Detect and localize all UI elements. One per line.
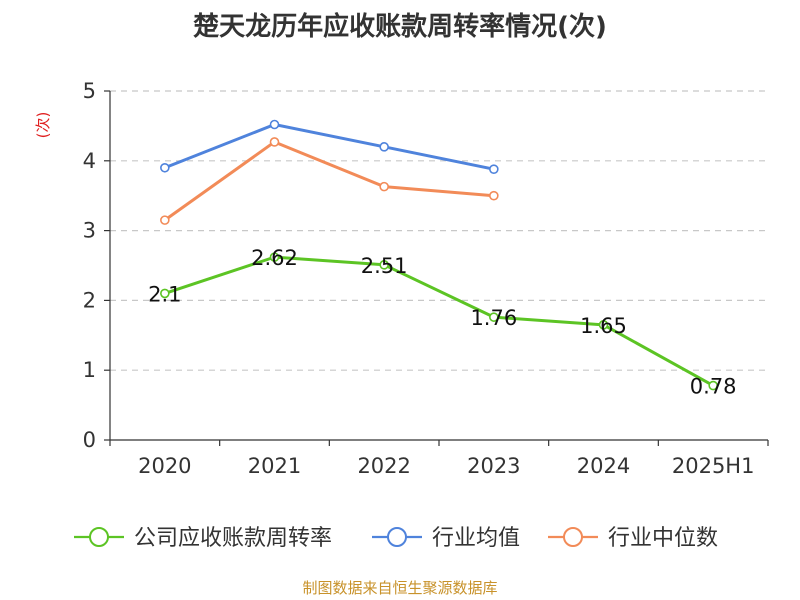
legend-marker — [89, 527, 109, 547]
x-tick-label: 2023 — [467, 454, 520, 478]
data-label: 2.1 — [148, 282, 181, 306]
data-point[interactable] — [160, 162, 170, 173]
data-label: 0.78 — [690, 375, 737, 399]
legend-label: 公司应收账款周转率 — [134, 526, 332, 551]
data-point[interactable] — [160, 215, 170, 225]
series-line — [164, 255, 714, 387]
data-point[interactable] — [269, 252, 280, 262]
x-tick-label: 2020 — [138, 454, 191, 478]
data-point[interactable] — [160, 288, 170, 299]
data-point[interactable] — [598, 320, 609, 330]
axes: 0 1 2 3 4 5 2020 2021 2022 2023 2024 2025H1 — [83, 79, 769, 478]
chart-title: 楚天龙历年应收账款周转率情况(次) — [193, 11, 607, 42]
data-point[interactable] — [379, 260, 389, 270]
legend-item[interactable]: 行业中位数 — [548, 526, 718, 551]
legend-label: 行业均值 — [432, 526, 520, 551]
data-labels: 2.1 2.62 2.51 1.76 1.65 0.78 — [148, 246, 736, 398]
x-tick-label: 2024 — [577, 454, 630, 478]
data-label: 1.65 — [580, 314, 627, 338]
y-tick-label: 4 — [83, 149, 96, 173]
x-tick-label: 2022 — [357, 454, 410, 478]
y-axis-label: (次) — [34, 112, 52, 139]
legend-label: 行业中位数 — [608, 526, 718, 551]
y-tick-label: 2 — [83, 288, 96, 312]
y-tick-label: 0 — [83, 428, 96, 452]
series-line — [164, 123, 495, 171]
legend-marker — [387, 527, 407, 547]
data-point[interactable] — [489, 164, 499, 174]
data-point[interactable] — [379, 142, 389, 152]
data-point[interactable] — [379, 181, 389, 192]
x-tick-label: 2021 — [248, 454, 301, 478]
data-point[interactable] — [489, 190, 499, 201]
grid-lines — [110, 90, 768, 371]
y-tick-label: 1 — [83, 358, 96, 382]
data-point[interactable] — [708, 380, 718, 391]
data-point[interactable] — [489, 312, 499, 322]
legend-item[interactable]: 公司应收账款周转率 — [74, 526, 332, 551]
series-lines — [160, 119, 718, 391]
data-label: 2.51 — [361, 254, 408, 278]
legend-marker — [563, 527, 583, 547]
data-label: 1.76 — [470, 306, 517, 330]
x-tick-label: 2025H1 — [672, 454, 755, 478]
series-line — [163, 140, 494, 222]
y-tick-label: 3 — [83, 219, 96, 243]
data-label: 2.62 — [251, 246, 298, 270]
legend-item[interactable]: 行业均值 — [372, 526, 520, 551]
footer-source: 制图数据来自恒生聚源数据库 — [302, 579, 497, 597]
legend[interactable]: 公司应收账款周转率 行业均值 行业中位数 — [74, 526, 718, 551]
data-point[interactable] — [269, 137, 280, 147]
y-tick-label: 5 — [83, 79, 96, 103]
data-point[interactable] — [269, 119, 280, 130]
